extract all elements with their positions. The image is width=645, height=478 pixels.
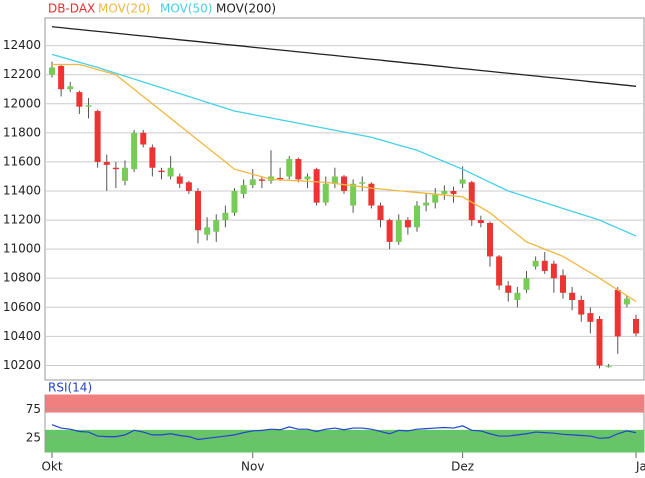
candle-body — [414, 205, 420, 228]
y-tick-label: 11000 — [3, 242, 41, 256]
y-tick-label: 12000 — [3, 96, 41, 110]
candle-body — [103, 161, 110, 165]
y-tick-label: 12200 — [3, 67, 41, 81]
candle-body — [423, 202, 430, 206]
rsi-zone — [45, 394, 645, 413]
candle-body — [85, 105, 92, 107]
y-tick-label: 11400 — [3, 184, 41, 198]
candle-body — [550, 263, 557, 279]
x-tick-label: Okt — [41, 460, 62, 474]
candle-body — [277, 177, 284, 180]
candle-body — [532, 260, 539, 267]
candle-body — [404, 220, 411, 228]
candle-body — [341, 176, 347, 192]
candle-body — [560, 275, 566, 293]
rsi-zone — [45, 429, 645, 453]
candle-body — [623, 298, 630, 305]
y-tick-label: 12400 — [3, 38, 41, 52]
candle-body — [350, 183, 357, 206]
y-tick-label: 11800 — [3, 125, 41, 139]
candle-body — [94, 111, 101, 162]
candle-body — [231, 191, 238, 213]
y-tick-label: 10800 — [3, 271, 41, 285]
candle-body — [487, 222, 493, 257]
candle-body — [386, 220, 393, 242]
candle-body — [468, 182, 475, 221]
y-tick-label: 25 — [26, 430, 41, 444]
y-tick-label: 11200 — [3, 213, 41, 227]
legend-entry: MOV(50) — [160, 2, 212, 16]
candle-body — [523, 278, 530, 290]
legend-entry: MOV(20) — [98, 2, 150, 16]
candle-body — [359, 182, 366, 184]
candle-body — [614, 289, 621, 337]
candle-body — [432, 193, 439, 203]
candle-body — [268, 176, 274, 181]
candle-body — [395, 220, 402, 242]
price-panel — [44, 17, 645, 381]
candle-body — [322, 183, 329, 203]
y-tick-label: 11600 — [3, 154, 41, 168]
candle-body — [587, 313, 594, 322]
candle-body — [204, 227, 211, 235]
moving-average-line — [52, 63, 637, 303]
candle-body — [185, 182, 192, 192]
candle-body — [195, 191, 201, 231]
y-tick-label: 75 — [26, 402, 41, 416]
candle-body — [176, 176, 183, 184]
candle-body — [541, 260, 548, 271]
moving-average-line — [51, 53, 637, 237]
candle-body — [122, 167, 128, 181]
candle-body — [295, 159, 302, 180]
rsi-title: RSI(14) — [48, 381, 92, 395]
candle-body — [158, 170, 165, 173]
candle-body — [496, 256, 503, 286]
candle-body — [441, 191, 448, 194]
moving-average-line — [51, 26, 637, 87]
legend-entry: MOV(200) — [216, 2, 276, 16]
x-tick-label: Dez — [451, 460, 474, 474]
candle-body — [331, 176, 338, 184]
candle-body — [258, 179, 265, 181]
candle-body — [167, 167, 174, 177]
candle-body — [450, 191, 457, 194]
candle-body — [459, 179, 466, 184]
candle-body — [140, 132, 147, 145]
x-tick-label: Nov — [241, 460, 264, 474]
x-tick-label: Ja — [635, 460, 645, 474]
candle-body — [240, 185, 247, 194]
candle-body — [368, 183, 375, 206]
y-tick-label: 10200 — [3, 358, 41, 372]
candle-body — [377, 205, 384, 221]
candle-body — [58, 65, 65, 90]
candle-body — [249, 179, 256, 186]
candle-body — [67, 86, 74, 90]
candle-body — [596, 318, 603, 366]
candle-body — [112, 167, 119, 170]
candle-body — [76, 92, 83, 107]
candle-body — [505, 285, 512, 293]
candle-body — [49, 67, 55, 75]
legend-entry: DB-DAX — [48, 2, 95, 16]
candle-body — [477, 220, 484, 223]
candle-body — [578, 300, 585, 315]
candle-body — [213, 220, 220, 232]
candle-body — [313, 169, 320, 203]
candle-body — [569, 292, 576, 301]
candle-body — [149, 147, 156, 168]
y-tick-label: 10400 — [3, 329, 41, 343]
candle-body — [131, 132, 138, 170]
candle-body — [514, 292, 521, 301]
candle-body — [605, 366, 612, 368]
rsi-line — [51, 424, 637, 441]
candle-body — [633, 318, 639, 334]
candle-body — [304, 176, 311, 180]
candle-body — [222, 212, 229, 221]
candle-body — [286, 159, 293, 177]
y-tick-label: 10600 — [3, 300, 41, 314]
